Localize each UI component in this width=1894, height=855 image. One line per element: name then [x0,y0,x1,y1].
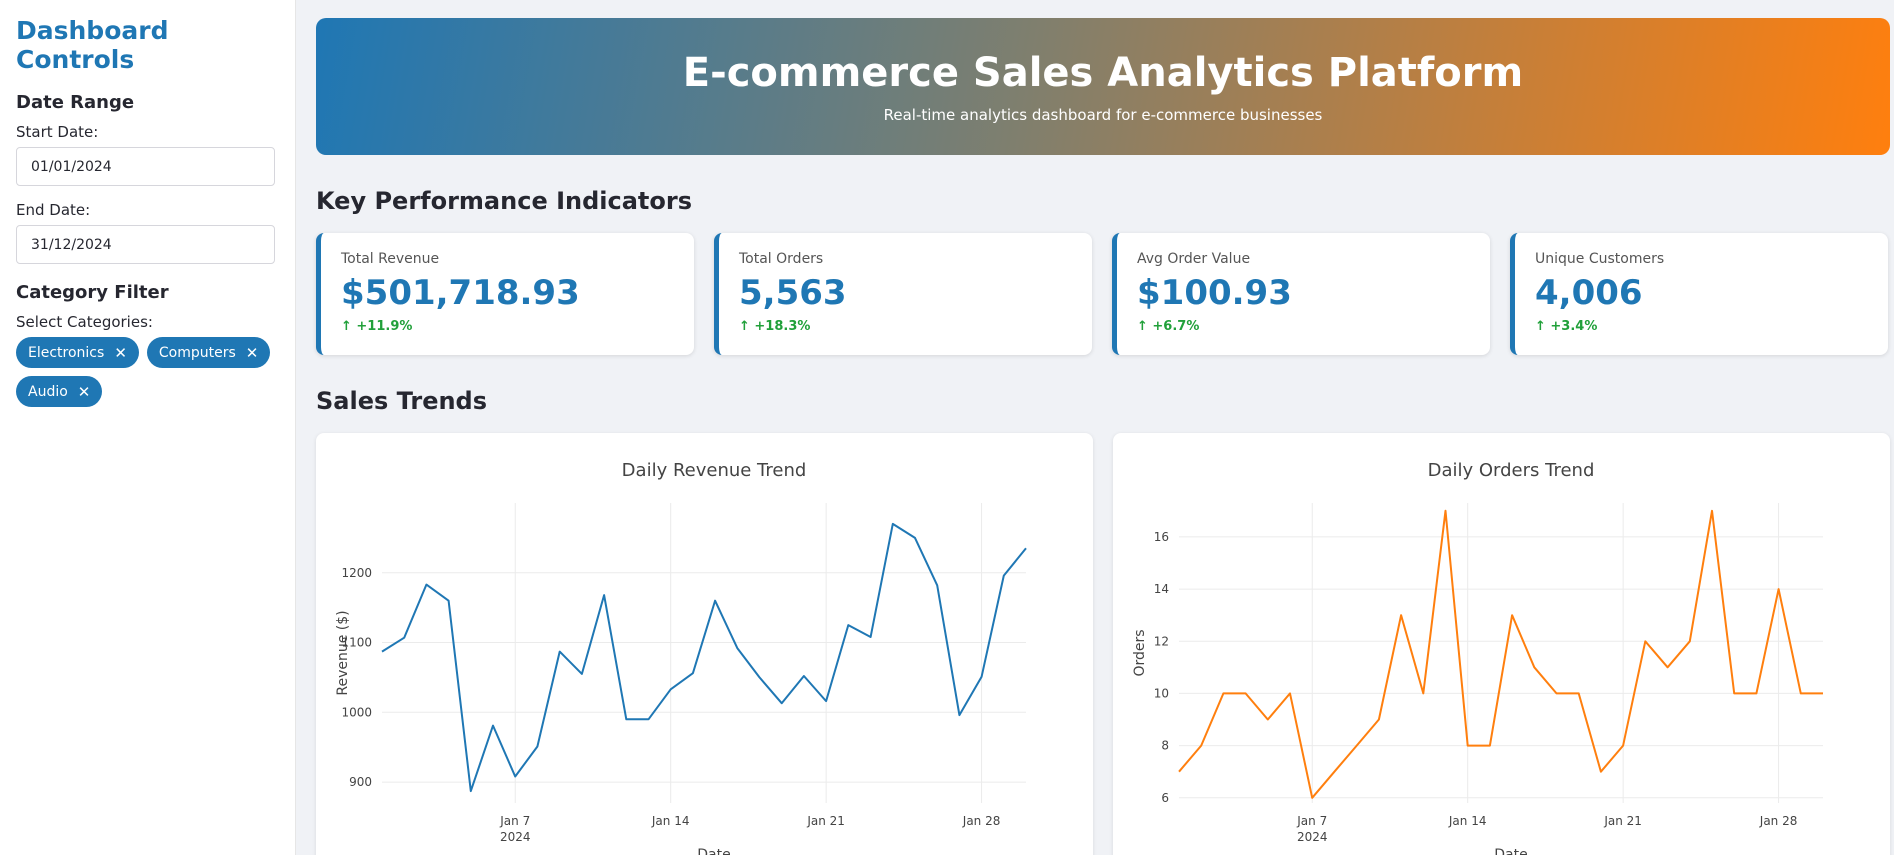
kpi-label: Unique Customers [1535,251,1665,267]
y-axis-label: Revenue ($) [335,610,351,695]
category-chip-computers[interactable]: Computers ✕ [146,337,271,368]
page-title: E-commerce Sales Analytics Platform [682,50,1524,96]
revenue-trend-chart[interactable]: Daily Revenue Trend 900 1000 1100 1200 Jan 7 2… [316,433,1093,855]
kpi-delta: ↑ +3.4% [1535,319,1598,334]
start-date-label: Start Date: [16,123,99,141]
category-multiselect[interactable]: Electronics ✕ Computers ✕ Audio ✕ [16,337,275,407]
chart-title: Daily Orders Trend [1428,460,1595,481]
select-categories-label: Select Categories: [16,313,153,331]
y-tick-label: 12 [1154,634,1169,648]
x-axis-label: Date [1494,847,1527,855]
category-chip-electronics[interactable]: Electronics ✕ [16,337,139,368]
kpi-value: 5,563 [739,273,847,313]
kpi-value: $100.93 [1137,273,1292,313]
kpi-delta: ↑ +11.9% [341,319,413,334]
orders-trend-chart[interactable]: Daily Orders Trend 6 8 10 12 14 16 Jan 7 2024 Jan… [1113,433,1890,855]
y-tick-label: 16 [1154,530,1169,544]
chip-label: Computers [158,344,236,361]
date-range-heading: Date Range [16,92,135,113]
sidebar: Dashboard Controls Date Range Start Date… [0,0,296,855]
x-tick-label: Jan 7 [1296,814,1327,828]
y-tick-label: 8 [1161,739,1169,753]
kpi-card-total-orders: Total Orders 5,563 ↑ +18.3% [714,233,1092,355]
y-tick-label: 1000 [341,705,372,719]
remove-chip-icon[interactable]: ✕ [77,382,91,401]
kpi-card-avg-order-value: Avg Order Value $100.93 ↑ +6.7% [1112,233,1490,355]
kpi-delta: ↑ +6.7% [1137,319,1200,334]
end-date-input[interactable] [16,225,275,264]
end-date-label: End Date: [16,201,91,219]
kpi-label: Total Orders [739,251,824,267]
x-tick-label: Jan 28 [962,814,1001,828]
y-tick-label: 6 [1161,791,1169,805]
remove-chip-icon[interactable]: ✕ [245,343,259,362]
page-subtitle: Real-time analytics dashboard for e-comm… [883,106,1323,124]
x-tick-label: Jan 21 [806,814,845,828]
y-tick-label: 10 [1154,686,1169,700]
x-tick-year: 2024 [1297,830,1328,844]
kpi-row: Total Revenue $501,718.93 ↑ +11.9% Total… [316,233,1890,355]
y-axis-label: Orders [1132,629,1148,676]
x-tick-label: Jan 7 [499,814,530,828]
kpi-value: $501,718.93 [341,273,580,313]
kpi-section-heading: Key Performance Indicators [316,187,692,215]
trends-section-heading: Sales Trends [316,387,488,415]
remove-chip-icon[interactable]: ✕ [114,343,127,362]
kpi-label: Avg Order Value [1137,251,1251,267]
main-content: E-commerce Sales Analytics Platform Real… [316,18,1890,855]
series-line [381,522,1027,793]
kpi-card-unique-customers: Unique Customers 4,006 ↑ +3.4% [1510,233,1888,355]
header-banner: E-commerce Sales Analytics Platform Real… [316,18,1890,155]
y-tick-label: 1200 [341,566,372,580]
y-tick-label: 1100 [341,636,372,650]
kpi-delta: ↑ +18.3% [739,319,811,334]
category-chip-audio[interactable]: Audio ✕ [16,376,103,407]
x-axis-label: Date [697,847,730,855]
chart-title: Daily Revenue Trend [622,460,807,481]
sidebar-title: Dashboard Controls [16,16,169,74]
chip-label: Audio [28,383,68,400]
kpi-card-total-revenue: Total Revenue $501,718.93 ↑ +11.9% [316,233,694,355]
revenue-chart-card: Daily Revenue Trend 900 1000 1100 1200 Jan 7 2… [316,433,1093,855]
category-filter-heading: Category Filter [16,282,169,303]
x-tick-label: Jan 28 [1759,814,1798,828]
start-date-input[interactable] [16,147,275,186]
kpi-label: Total Revenue [341,251,440,267]
charts-row: Daily Revenue Trend 900 1000 1100 1200 Jan 7 2… [316,433,1890,855]
x-tick-label: Jan 21 [1603,814,1642,828]
x-tick-label: Jan 14 [651,814,690,828]
x-tick-year: 2024 [500,830,531,844]
y-tick-label: 900 [349,775,372,789]
orders-chart-card: Daily Orders Trend 6 8 10 12 14 16 Jan 7 2024 Jan… [1113,433,1890,855]
kpi-value: 4,006 [1535,273,1643,313]
chip-label: Electronics [28,344,105,361]
x-tick-label: Jan 14 [1448,814,1487,828]
y-tick-label: 14 [1154,582,1169,596]
series-line [1178,509,1823,799]
